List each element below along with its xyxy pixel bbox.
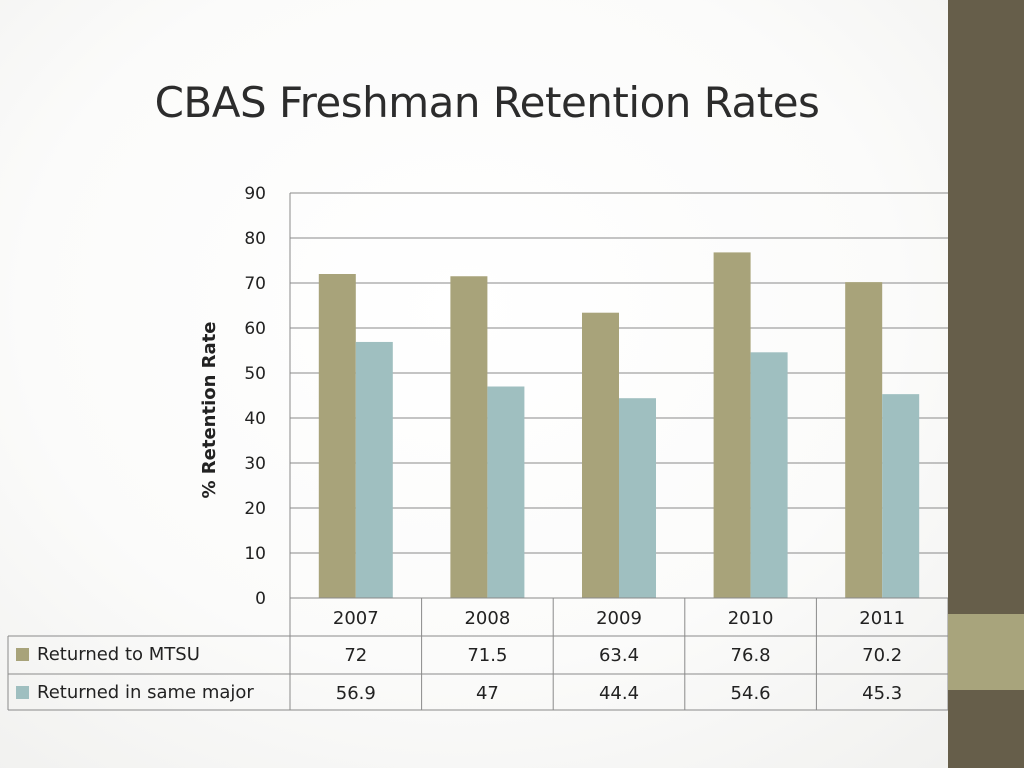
x-category-label: 2007: [333, 608, 379, 629]
table-value: 63.4: [599, 645, 639, 666]
table-value: 44.4: [599, 683, 639, 704]
table-value: 54.6: [731, 683, 771, 704]
y-tick-label: 70: [244, 274, 266, 294]
y-tick-label: 20: [244, 499, 266, 519]
table-value: 45.3: [862, 683, 902, 704]
legend-swatch: [16, 686, 29, 699]
slide-title: CBAS Freshman Retention Rates: [154, 78, 820, 127]
legend-swatch: [16, 648, 29, 661]
y-tick-label: 10: [244, 544, 266, 564]
y-tick-label: 30: [244, 454, 266, 474]
bar-mtsu: [845, 282, 883, 598]
x-category-label: 2011: [859, 608, 905, 629]
x-category-label: 2010: [728, 608, 774, 629]
table-value: 56.9: [336, 683, 376, 704]
table-value: 71.5: [467, 645, 507, 666]
y-tick-label: 40: [244, 409, 266, 429]
y-axis-title: % Retention Rate: [199, 321, 220, 498]
bar-same-major: [619, 398, 656, 598]
legend-label: Returned in same major: [37, 682, 254, 703]
table-value: 70.2: [862, 645, 902, 666]
legend-label: Returned to MTSU: [37, 644, 200, 665]
bar-same-major: [355, 341, 393, 598]
table-value: 72: [344, 645, 367, 666]
bar-same-major: [750, 352, 788, 598]
y-tick-label: 60: [244, 319, 266, 339]
y-tick-label: 50: [244, 364, 266, 384]
x-category-label: 2009: [596, 608, 642, 629]
y-tick-label: 90: [244, 184, 266, 204]
table-value: 47: [476, 683, 499, 704]
bar-chart: 0 10 20 30 40 50 60 70 80 90 % Retention Rate 2007 2…: [7, 184, 948, 711]
y-tick-label: 80: [244, 229, 266, 249]
side-accent-block: [948, 614, 1024, 690]
x-category-label: 2008: [464, 608, 510, 629]
bar-same-major: [882, 394, 920, 598]
bar-mtsu: [318, 274, 356, 598]
bar-mtsu: [713, 252, 751, 598]
bar-mtsu: [450, 276, 488, 598]
y-tick-label: 0: [255, 589, 266, 609]
table-value: 76.8: [731, 645, 771, 666]
bar-same-major: [487, 386, 525, 598]
bar-mtsu: [582, 312, 619, 598]
